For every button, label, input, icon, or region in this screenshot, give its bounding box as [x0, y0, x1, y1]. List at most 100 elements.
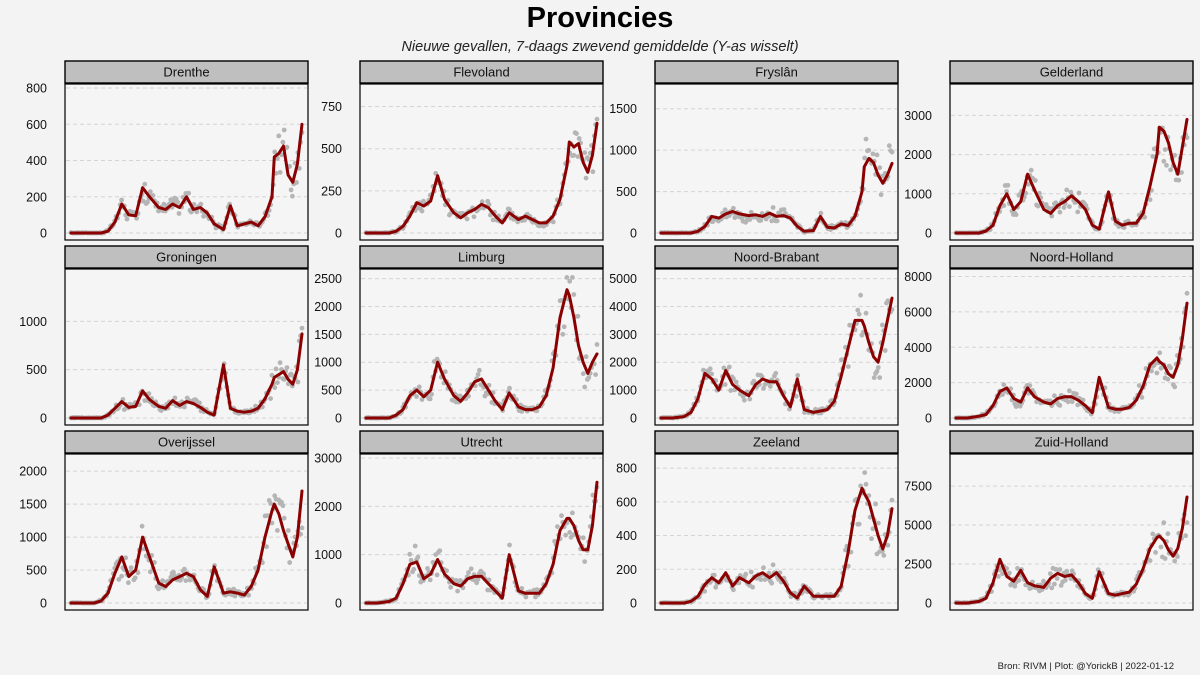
data-dot	[150, 193, 156, 198]
data-dot	[412, 543, 418, 549]
data-dot	[769, 580, 775, 586]
data-dot	[1026, 181, 1031, 187]
data-dot	[818, 210, 824, 216]
y-tick-label: 8000	[904, 270, 932, 284]
data-dot	[444, 568, 449, 574]
y-tick-label: 1500	[314, 328, 342, 342]
data-dot	[416, 384, 422, 390]
source-caption: Bron: RIVM | Plot: @YorickB | 2022-01-12	[997, 661, 1174, 672]
data-dot	[1057, 567, 1063, 572]
data-dot	[582, 150, 588, 156]
series-line-noord-brabant	[659, 296, 894, 420]
data-dot	[1054, 576, 1060, 581]
data-dot	[147, 569, 153, 575]
data-dot	[761, 565, 766, 571]
data-dot	[885, 542, 891, 548]
y-tick-label: 4000	[609, 300, 637, 314]
data-dot	[1184, 290, 1190, 296]
y-tick-label: 500	[26, 363, 47, 377]
data-dot	[272, 385, 278, 390]
data-dot	[889, 149, 895, 155]
data-dot	[427, 577, 433, 583]
data-dot	[567, 530, 573, 535]
data-dot	[290, 193, 295, 199]
data-dot	[284, 144, 290, 150]
y-tick-label: 0	[925, 597, 932, 611]
data-dot	[1075, 402, 1081, 408]
y-tick-label: 0	[630, 412, 637, 426]
series-line-zuid-holland	[954, 495, 1189, 605]
data-dot	[863, 136, 869, 142]
data-dot	[1041, 578, 1046, 584]
data-dot	[277, 360, 283, 366]
data-dot	[1168, 365, 1173, 371]
data-dot	[575, 154, 581, 160]
data-dot	[522, 217, 527, 223]
data-dot	[877, 375, 883, 380]
y-tick-label: 1000	[609, 384, 637, 398]
data-dot	[1142, 214, 1147, 220]
data-dot	[1049, 585, 1055, 591]
data-dot	[194, 209, 200, 215]
data-dot	[281, 377, 287, 382]
y-tick-label: 3000	[314, 452, 342, 466]
data-dot	[1001, 203, 1007, 208]
data-dot	[197, 400, 202, 406]
data-dot	[875, 365, 881, 370]
data-dot	[856, 521, 862, 527]
data-dot	[1028, 167, 1034, 173]
data-dot	[1184, 520, 1190, 526]
data-dot	[123, 555, 129, 561]
data-dot	[182, 404, 187, 410]
data-dot	[750, 584, 755, 590]
data-dot	[773, 370, 779, 376]
data-dot	[550, 219, 556, 225]
data-dot	[722, 382, 728, 387]
data-dot	[731, 587, 736, 593]
data-dot	[419, 208, 425, 214]
data-dot	[1184, 135, 1190, 141]
data-dot	[1158, 544, 1164, 550]
data-dot	[574, 131, 579, 137]
data-dot	[1139, 395, 1145, 400]
data-dot	[507, 207, 512, 212]
panel-title-noord-holland: Noord-Holland	[1030, 250, 1114, 265]
data-dot	[407, 551, 413, 557]
data-dot	[507, 542, 512, 548]
data-dot	[268, 396, 273, 401]
data-dot	[1164, 162, 1169, 168]
data-dot	[1069, 399, 1075, 405]
data-dot	[559, 513, 564, 519]
y-tick-label: 2000	[609, 356, 637, 370]
y-tick-label: 0	[335, 412, 342, 426]
data-dot	[713, 584, 719, 590]
data-dot	[567, 278, 573, 284]
panel-title-overijssel: Overijssel	[158, 435, 215, 450]
data-dot	[232, 593, 238, 599]
data-dot	[268, 501, 273, 506]
data-dot	[471, 214, 477, 220]
data-dot	[201, 213, 207, 219]
data-dot	[1061, 205, 1067, 210]
y-tick-label: 500	[26, 564, 47, 578]
y-tick-label: 500	[321, 384, 342, 398]
data-dot	[1064, 187, 1070, 193]
y-tick-label: 2000	[19, 465, 47, 479]
data-dot	[448, 584, 454, 590]
data-dot	[284, 365, 290, 370]
panel-title-noord-brabant: Noord-Brabant	[734, 250, 820, 265]
y-tick-label: 1000	[19, 315, 47, 329]
y-tick-label: 0	[925, 412, 932, 426]
data-dot	[758, 218, 764, 223]
data-dot	[429, 391, 434, 397]
data-dot	[294, 180, 299, 185]
data-dot	[767, 384, 773, 389]
panel-zuid-holland	[949, 453, 1194, 611]
data-dot	[175, 199, 181, 205]
data-dot	[709, 371, 714, 377]
data-dot	[1057, 403, 1063, 408]
data-dot	[408, 557, 414, 563]
data-dot	[1154, 370, 1160, 376]
data-dot	[299, 325, 305, 331]
